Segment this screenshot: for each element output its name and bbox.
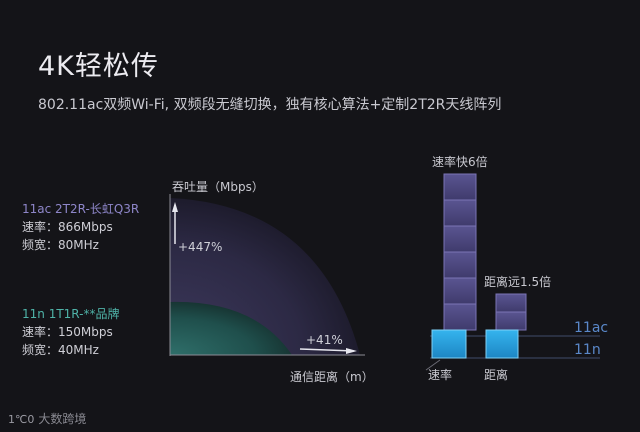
speed-bar-stack [443,173,477,331]
n-coverage-shape [170,301,292,355]
n-spec-speed: 速率：150Mbps [22,325,113,339]
logo-mark-icon: 1℃0 [8,413,35,426]
right-axis-tick [425,359,441,371]
n-gain-arrowhead [346,348,357,354]
ac-spec-bandwidth: 频宽：80MHz [22,238,99,252]
distance-bar-stack [495,293,527,331]
n-spec-name: 11n 1T1R-**品牌 [22,307,120,321]
right-x-label-speed: 速率 [428,368,453,382]
distance-gain-label: 距离远1.5倍 [484,275,552,289]
n-spec-block: 11n 1T1R-**品牌 速率：150Mbps 频宽：40MHz [22,305,119,359]
ac-spec-block: 11ac 2T2R-长虹Q3R 速率：866Mbps 频宽：80MHz [22,200,139,254]
logo-text: 大数跨境 [38,412,87,426]
ac-gain-label: +447% [178,240,223,254]
brand-logo: 1℃0 大数跨境 [8,410,86,427]
page-subtitle: 802.11ac双频Wi-Fi, 双频段无缝切换，独有核心算法+定制2T2R天线… [38,97,502,113]
ac-spec-speed: 速率：866Mbps [22,220,113,234]
ac-gain-arrowhead [172,202,178,212]
ac-spec-name: 11ac 2T2R-长虹Q3R [22,202,140,216]
n-spec-bandwidth: 频宽：40MHz [22,343,99,357]
n-gain-arrow [299,348,355,352]
right-x-label-distance: 距离 [484,368,509,382]
n-gain-label: +41% [306,333,343,347]
legend-11ac: 11ac [574,320,609,336]
legend-11n: 11n [574,342,601,358]
speed-11n-block [431,329,467,359]
page-title: 4K轻松传 [38,51,159,82]
y-axis-label: 吞吐量（Mbps） [172,180,264,194]
speed-gain-label: 速率快6倍 [432,155,488,169]
x-axis-label: 通信距离（m） [290,370,374,384]
distance-11n-block [485,329,519,359]
